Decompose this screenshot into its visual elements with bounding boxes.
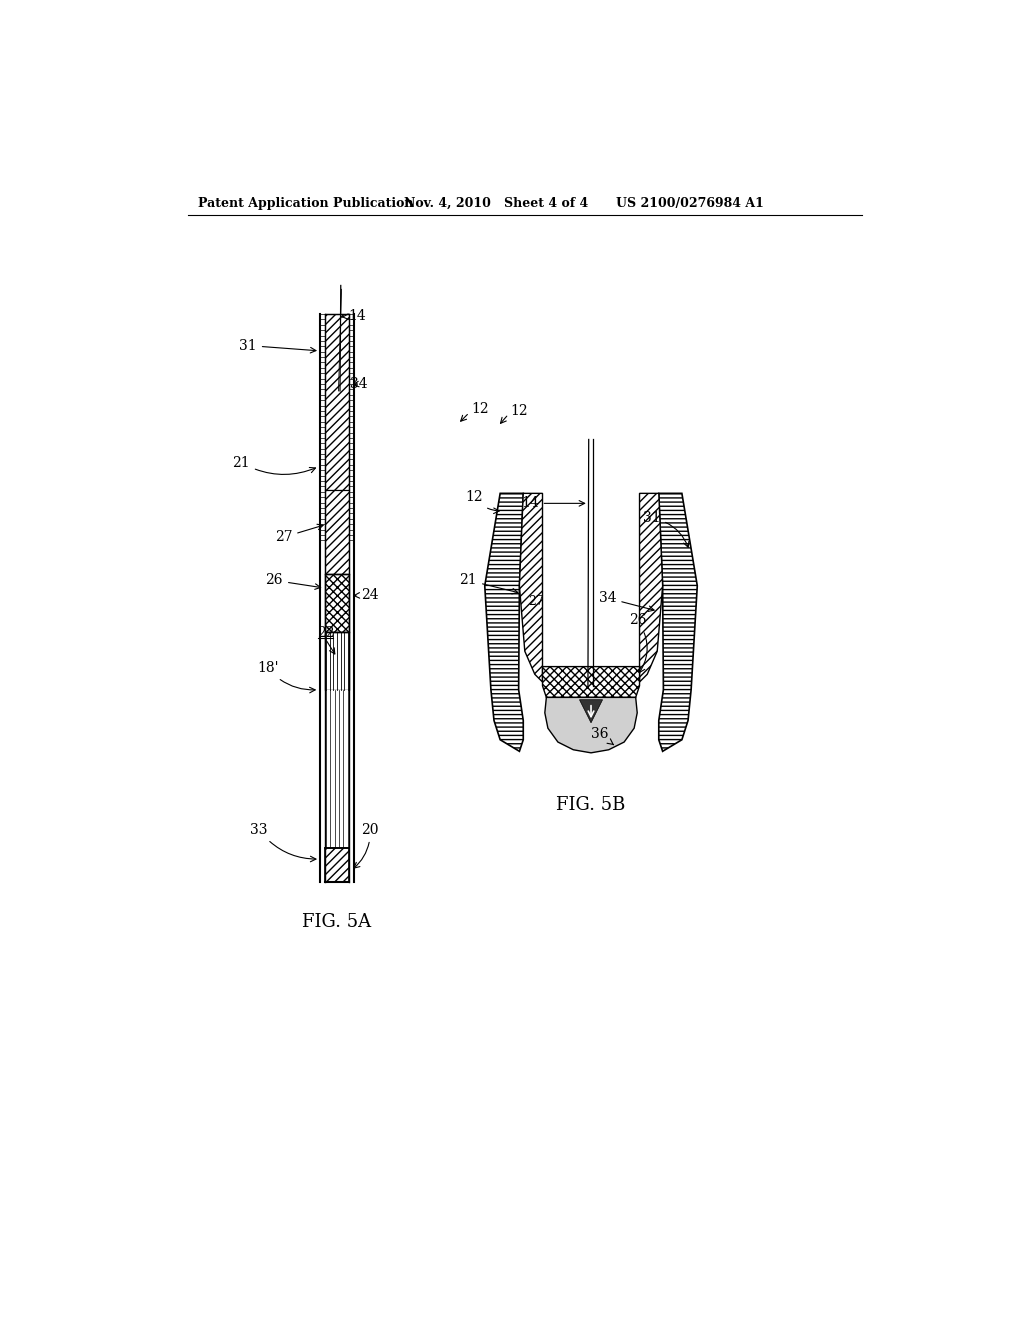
Bar bbox=[325, 490, 349, 574]
Polygon shape bbox=[484, 494, 523, 751]
Text: US 2100/0276984 A1: US 2100/0276984 A1 bbox=[615, 197, 764, 210]
Text: 26: 26 bbox=[265, 573, 321, 589]
Bar bbox=[325, 847, 349, 882]
Bar bbox=[325, 314, 349, 490]
Bar bbox=[325, 490, 349, 574]
Text: 21: 21 bbox=[460, 573, 518, 594]
Polygon shape bbox=[580, 700, 602, 723]
Text: 36: 36 bbox=[591, 727, 613, 744]
Text: 24: 24 bbox=[354, 587, 379, 602]
Text: 18': 18' bbox=[257, 661, 315, 693]
Text: 22: 22 bbox=[316, 627, 334, 640]
Text: FIG. 5A: FIG. 5A bbox=[302, 913, 372, 931]
Polygon shape bbox=[658, 494, 697, 751]
Text: 33: 33 bbox=[250, 822, 316, 862]
Polygon shape bbox=[545, 697, 637, 752]
Text: 12: 12 bbox=[510, 404, 527, 418]
Text: 26: 26 bbox=[629, 614, 647, 672]
Text: 20: 20 bbox=[354, 822, 379, 869]
Text: Nov. 4, 2010   Sheet 4 of 4: Nov. 4, 2010 Sheet 4 of 4 bbox=[403, 197, 588, 210]
Text: 21: 21 bbox=[232, 455, 315, 474]
Text: 27: 27 bbox=[274, 524, 323, 544]
Polygon shape bbox=[640, 494, 663, 682]
Text: 34: 34 bbox=[350, 378, 368, 391]
Text: Patent Application Publication: Patent Application Publication bbox=[199, 197, 414, 210]
Text: 27: 27 bbox=[528, 594, 544, 607]
Bar bbox=[325, 574, 349, 632]
Text: 14: 14 bbox=[521, 496, 585, 511]
Bar bbox=[325, 632, 349, 689]
Bar bbox=[325, 314, 349, 490]
Polygon shape bbox=[519, 494, 543, 682]
Text: 31: 31 bbox=[643, 511, 689, 548]
Text: 34: 34 bbox=[599, 591, 654, 611]
Polygon shape bbox=[543, 667, 640, 697]
Text: 12: 12 bbox=[472, 401, 489, 416]
Text: FIG. 5B: FIG. 5B bbox=[556, 796, 626, 814]
Bar bbox=[325, 689, 349, 847]
Text: 12: 12 bbox=[465, 490, 500, 513]
Text: 14: 14 bbox=[343, 309, 367, 323]
Text: 31: 31 bbox=[240, 338, 316, 352]
